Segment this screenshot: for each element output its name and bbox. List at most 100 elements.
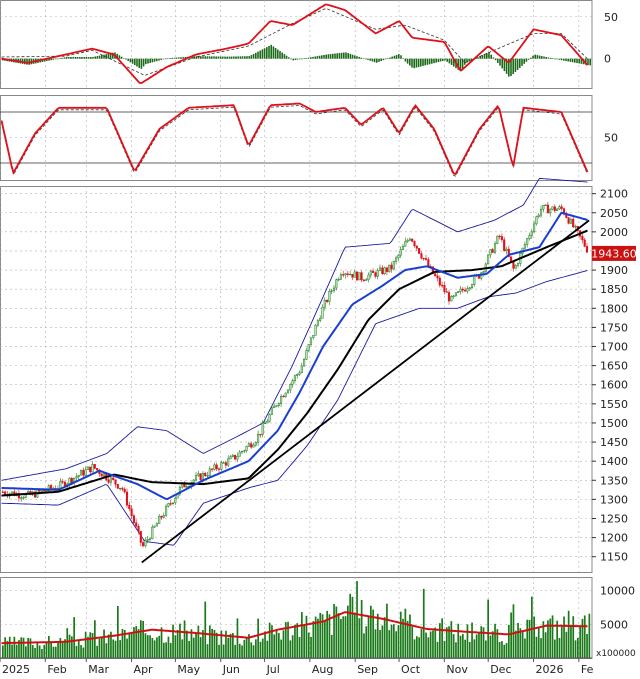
candle [132, 513, 135, 526]
volume-bar [218, 644, 220, 658]
price-tick-label: 1200 [600, 532, 628, 545]
volume-bar [390, 624, 393, 658]
candle [270, 405, 273, 416]
macd-histogram-bar [200, 56, 202, 59]
macd-histogram-bar [268, 45, 270, 59]
volume-bar [211, 628, 213, 658]
candle [312, 335, 315, 340]
macd-histogram-bar [131, 58, 134, 64]
candle [91, 461, 94, 473]
macd-histogram-bar [384, 58, 387, 60]
volume-bar [87, 636, 89, 658]
macd-histogram-bar [580, 58, 583, 64]
volume-bar [264, 631, 266, 658]
price-tick-label: 1650 [600, 360, 628, 373]
candle [468, 286, 471, 292]
volume-bar [213, 630, 216, 658]
macd-histogram-bar [477, 57, 479, 59]
macd-histogram-bar [567, 58, 569, 62]
macd-histogram-bar [279, 51, 281, 59]
volume-bar [425, 632, 427, 658]
macd-histogram-bar [549, 57, 552, 59]
macd-histogram-bar [202, 56, 204, 59]
candle [116, 484, 119, 490]
candle [84, 466, 87, 477]
volume-bar [294, 624, 296, 658]
macd-histogram-bar [503, 58, 506, 72]
volume-bar [8, 636, 11, 658]
volume-bar [427, 637, 430, 658]
macd-histogram-bar [52, 58, 55, 60]
macd-histogram-bar [545, 56, 547, 59]
volume-bar [291, 635, 294, 658]
macd-histogram-bar [307, 57, 310, 59]
candle [263, 419, 267, 425]
volume-bar [284, 622, 287, 658]
macd-main-line [1, 3, 589, 85]
volume-bar [278, 633, 280, 658]
candle [220, 460, 223, 472]
candle [139, 530, 142, 547]
volume-bar [480, 626, 483, 658]
candle [236, 452, 239, 463]
volume-bar [172, 624, 174, 658]
candle [148, 537, 152, 542]
volume-bar [330, 634, 333, 658]
volume-bar [560, 626, 563, 658]
macd-histogram-bar [257, 51, 259, 59]
volume-bar [358, 618, 361, 658]
volume-bar [195, 632, 197, 658]
volume-bar [494, 623, 496, 658]
volume-bar [572, 616, 575, 658]
volume-bar [574, 640, 577, 658]
macd-histogram-bar [241, 56, 244, 59]
macd-histogram-bar [208, 56, 211, 59]
volume-bar [4, 637, 6, 658]
macd-histogram-bar [483, 54, 486, 59]
volume-bar [275, 629, 278, 658]
volume-bar [588, 613, 591, 658]
volume-bar [466, 624, 469, 658]
macd-histogram-bar [505, 58, 508, 74]
volume-bar [232, 633, 234, 658]
macd-histogram-bar [261, 49, 264, 59]
volume-bar [379, 630, 381, 658]
candle [383, 266, 386, 276]
x-axis-label: Oct [401, 663, 421, 676]
candle [487, 254, 490, 265]
candle [197, 470, 200, 478]
macd-histogram-bar [50, 58, 52, 61]
volume-bar [554, 639, 556, 658]
price-tick-label: 1400 [600, 455, 628, 468]
macd-histogram-bar [532, 55, 534, 59]
macd-histogram-bar [481, 55, 484, 59]
macd-histogram-bar [497, 58, 499, 63]
volume-bar [135, 626, 138, 658]
volume-bar [130, 633, 133, 658]
macd-histogram-bar [345, 52, 347, 59]
candle [211, 468, 214, 472]
candle [351, 273, 354, 281]
volume-bar [202, 630, 204, 658]
x-axis-label: Mar [88, 663, 109, 676]
volume-bar [563, 616, 565, 658]
candle [300, 362, 303, 374]
candle [355, 271, 359, 282]
macd-histogram-bar [226, 56, 228, 59]
candle [323, 297, 326, 311]
macd-histogram-bar [512, 58, 514, 75]
macd-histogram-bar [439, 58, 442, 62]
volume-bar [448, 626, 450, 658]
candle [275, 405, 278, 408]
candle [194, 471, 198, 482]
candle [123, 487, 126, 494]
macd-histogram-bar [402, 58, 404, 59]
macd-histogram-bar [294, 58, 297, 60]
price-tick-label: 2050 [600, 207, 628, 220]
macd-histogram-bar [336, 53, 338, 59]
candle [537, 213, 540, 219]
volume-bar [326, 610, 328, 658]
candle [245, 445, 248, 453]
x-axis-label: Sep [357, 663, 378, 676]
